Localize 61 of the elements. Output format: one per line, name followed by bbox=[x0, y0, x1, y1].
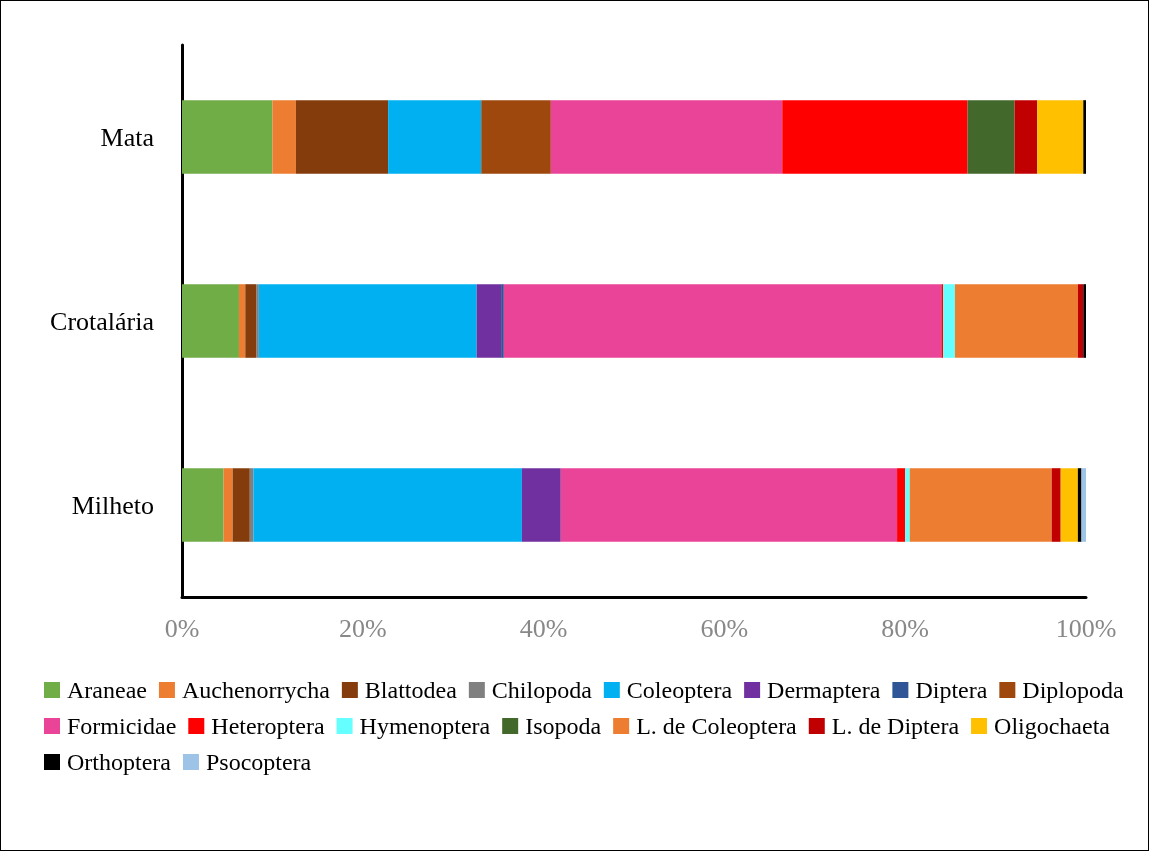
bar bbox=[967, 100, 1015, 174]
y-tick-label: Mata bbox=[100, 122, 155, 152]
bar bbox=[1077, 284, 1084, 358]
y-tick-label: Crotalária bbox=[50, 306, 155, 336]
bar bbox=[253, 468, 522, 542]
bar bbox=[1051, 468, 1061, 542]
bar bbox=[182, 468, 224, 542]
bar bbox=[1014, 100, 1038, 174]
legend-label: Heteroptera bbox=[211, 713, 325, 739]
bar bbox=[182, 100, 273, 174]
bar bbox=[481, 100, 551, 174]
legend-label: Auchenorrycha bbox=[181, 677, 331, 703]
bar bbox=[223, 468, 233, 542]
bar bbox=[897, 468, 906, 542]
x-tick-label: 40% bbox=[519, 613, 568, 643]
bar bbox=[476, 284, 502, 358]
x-tick-label: 80% bbox=[881, 613, 930, 643]
bar bbox=[560, 468, 898, 542]
legend-label: Psocoptera bbox=[205, 749, 312, 775]
bar bbox=[272, 100, 296, 174]
bar bbox=[238, 284, 246, 358]
bar bbox=[905, 468, 910, 542]
bar bbox=[258, 284, 477, 358]
bar bbox=[1037, 100, 1084, 174]
bar bbox=[295, 100, 389, 174]
bar bbox=[1083, 284, 1086, 358]
bar bbox=[943, 284, 955, 358]
x-tick-label: 20% bbox=[338, 613, 387, 643]
bar bbox=[232, 468, 250, 542]
legend-label: Isopoda bbox=[525, 713, 602, 739]
legend-label: Hymenoptera bbox=[359, 713, 491, 739]
bar bbox=[245, 284, 257, 358]
bar bbox=[388, 100, 482, 174]
bar bbox=[182, 284, 239, 358]
legend-label: Diplopoda bbox=[1022, 677, 1125, 703]
bar bbox=[782, 100, 968, 174]
legend-label: Blattodea bbox=[364, 677, 458, 703]
legend-label: Coleoptera bbox=[626, 677, 733, 703]
legend-label: Araneae bbox=[67, 677, 147, 703]
legend-label: Chilopoda bbox=[491, 677, 593, 703]
bar bbox=[256, 284, 259, 358]
bar bbox=[1081, 468, 1086, 542]
bar bbox=[1083, 100, 1086, 174]
legend-label: Formicidae bbox=[67, 713, 177, 739]
bar bbox=[954, 284, 1078, 358]
legend-label: Oligochaeta bbox=[994, 713, 1111, 739]
x-tick-label: 60% bbox=[700, 613, 749, 643]
x-tick-label: 100% bbox=[1055, 613, 1117, 643]
bar bbox=[1060, 468, 1078, 542]
bar bbox=[909, 468, 1052, 542]
legend-label: Dermaptera bbox=[767, 677, 881, 703]
legend-label: L. de Coleoptera bbox=[636, 713, 798, 739]
bar bbox=[501, 284, 504, 358]
bar bbox=[521, 468, 561, 542]
bar bbox=[503, 284, 942, 358]
legend-label: Orthoptera bbox=[67, 749, 172, 775]
bar bbox=[550, 100, 783, 174]
y-tick-label: Milheto bbox=[71, 490, 154, 520]
legend-label: Diptera bbox=[915, 677, 988, 703]
legend-label: L. de Diptera bbox=[831, 713, 960, 739]
x-tick-label: 0% bbox=[164, 613, 200, 643]
